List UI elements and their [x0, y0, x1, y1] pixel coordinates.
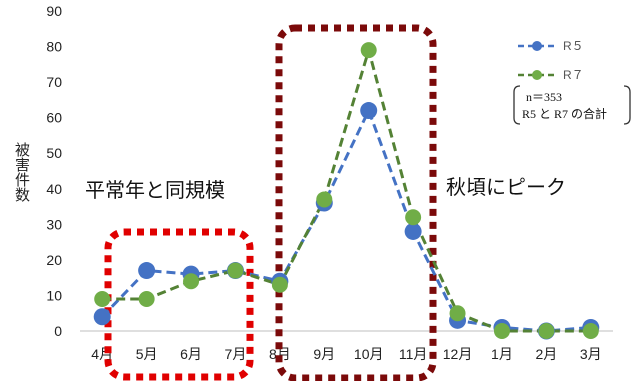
autumn-peak-annotation: 秋頃にピーク: [446, 175, 566, 199]
data-point-r5: [138, 262, 156, 280]
data-point-r7: [538, 323, 555, 339]
series-line-r5: [101, 109, 591, 333]
y-tick-label: 90: [46, 3, 62, 19]
data-point-r7: [493, 323, 510, 339]
y-tick-label: 50: [46, 145, 62, 161]
x-tick-label: 12月: [443, 346, 473, 362]
y-axis-ticks: 0 10 20 30 40 50 60 70 80 90: [46, 3, 62, 339]
sample-note: n＝353 R5 と R7 の合計: [513, 85, 631, 125]
data-point-r7: [271, 276, 288, 293]
y-tick-label: 60: [46, 110, 62, 126]
x-tick-label: 10月: [354, 346, 384, 362]
y-axis-label: 被害件数: [13, 142, 31, 202]
y-tick-label: 80: [46, 39, 62, 55]
x-tick-label: 9月: [313, 346, 335, 362]
data-point-r7: [183, 273, 200, 290]
y-tick-label: 40: [46, 181, 62, 197]
y-tick-label: 10: [46, 287, 62, 303]
data-point-r5: [404, 222, 422, 240]
legend-r5-marker: [532, 41, 542, 51]
x-tick-label: 8月: [269, 346, 291, 362]
x-tick-label: 7月: [225, 346, 247, 362]
y-tick-label: 70: [46, 74, 62, 90]
data-point-r7: [360, 42, 377, 59]
data-point-r7: [316, 191, 333, 208]
series-layer: [93, 42, 600, 340]
normal-year-annotation: 平常年と同規模: [85, 178, 225, 202]
y-tick-label: 30: [46, 216, 62, 232]
x-tick-label: 5月: [136, 346, 158, 362]
data-point-r7: [227, 262, 244, 279]
x-tick-label: 1月: [491, 346, 513, 362]
peak-period-highlight-box: [275, 24, 437, 381]
x-axis-ticks: 4月 5月 6月 7月 8月 9月 10月 11月 12月 1月 2月 3月: [91, 346, 601, 362]
x-tick-label: 3月: [580, 346, 602, 362]
normal-period-highlight-box: [104, 228, 254, 381]
legend-r7-marker: [532, 70, 542, 80]
legend: R５ R７: [518, 39, 584, 82]
data-point-r7: [94, 291, 111, 307]
data-point-r7: [449, 305, 466, 322]
x-tick-label: 11月: [399, 346, 428, 362]
y-tick-label: 20: [46, 252, 62, 268]
note-left-bracket: [513, 85, 521, 125]
legend-r5-label: R５: [563, 39, 584, 53]
note-sample-size: n＝353: [526, 90, 562, 104]
x-tick-label: 6月: [180, 346, 202, 362]
data-point-r7: [138, 291, 155, 307]
x-tick-label: 2月: [535, 346, 557, 362]
data-point-r5: [93, 308, 111, 326]
y-tick-label: 0: [54, 323, 62, 339]
data-point-r5: [360, 102, 378, 120]
data-point-r7: [405, 209, 422, 226]
note-right-bracket: [623, 85, 631, 125]
legend-r7-label: R７: [563, 68, 584, 82]
data-point-r7: [582, 323, 599, 339]
note-series-sum: R5 と R7 の合計: [522, 106, 607, 121]
